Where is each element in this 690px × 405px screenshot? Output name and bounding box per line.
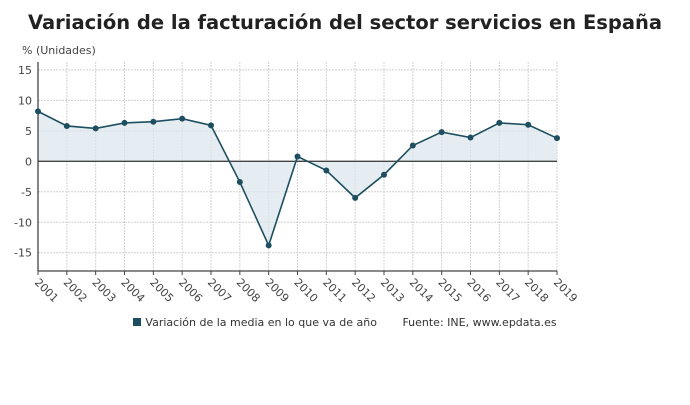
x-tick-label: 2010 [291,276,320,305]
area-fill [38,111,557,246]
x-tick-label: 2001 [32,276,61,305]
y-tick-label: 0 [25,155,32,168]
data-point [63,122,70,129]
legend-swatch [133,318,142,326]
y-tick-label: 10 [18,94,32,107]
data-point [265,242,272,249]
x-tick-label: 2007 [205,276,234,305]
data-point [554,135,560,142]
x-tick-label: 2002 [61,276,90,305]
x-tick-label: 2013 [378,276,407,305]
x-tick-label: 2017 [493,276,522,305]
data-point [35,108,41,115]
x-tick-label: 2012 [349,276,378,305]
data-point [208,122,214,129]
data-point [525,121,532,128]
x-tick-label: 2005 [147,276,176,305]
source-note: Fuente: INE, www.epdata.es [402,316,557,329]
data-point [294,153,301,160]
data-point [92,125,99,132]
legend-label: Variación de la media en lo que va de añ… [145,316,377,329]
data-point [323,167,330,174]
x-tick-label: 2011 [320,276,349,305]
chart-title: Variación de la facturación del sector s… [27,11,663,34]
data-point [236,179,243,186]
y-tick-label: -5 [21,186,32,199]
x-tick-label: 2009 [263,276,292,305]
y-tick-label: 5 [25,125,32,138]
x-tick-label: 2015 [436,276,465,305]
x-tick-label: 2019 [551,276,580,305]
data-point [496,119,503,126]
x-tick-label: 2008 [234,276,263,305]
legend: Variación de la media en lo que va de añ… [0,316,690,329]
x-tick-label: 2006 [176,276,205,305]
x-tick-label: 2016 [464,276,493,305]
x-tick-label: 2014 [407,276,436,305]
data-point [121,119,128,126]
x-tick-label: 2003 [90,276,119,305]
data-point [438,129,445,136]
x-tick-label: 2018 [522,276,551,305]
data-point [381,171,387,178]
data-point [467,134,474,141]
data-point [352,194,359,201]
y-tick-label: -10 [14,216,32,229]
data-point [409,142,416,149]
data-point [179,115,186,122]
y-tick-label: 15 [18,64,32,77]
y-axis-label: % (Unidades) [22,44,96,57]
data-point [150,118,157,125]
y-tick-label: -15 [14,247,32,260]
x-tick-label: 2004 [118,276,147,305]
